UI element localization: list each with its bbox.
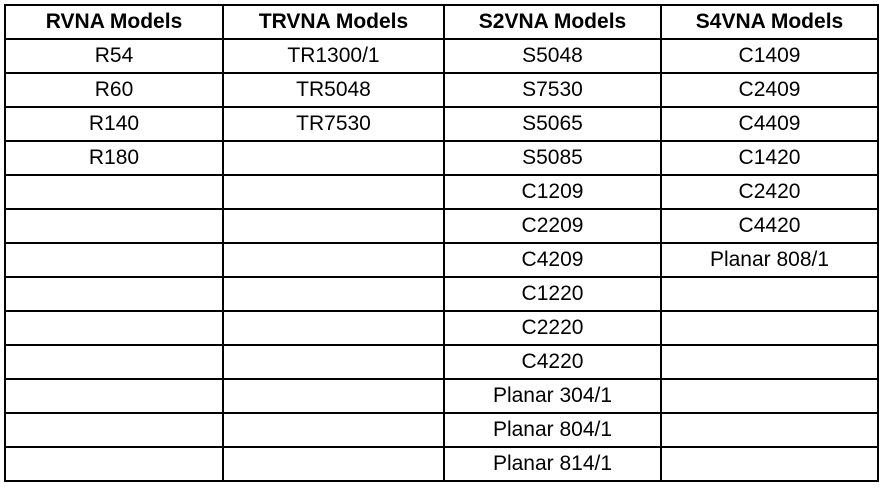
trvna-model-cell: TR5048 (222, 72, 445, 108)
s4vna-model-cell: C1420 (660, 140, 879, 176)
table-row: R140 TR7530 S5065 C4409 (4, 106, 879, 142)
s2vna-model-cell: Planar 814/1 (443, 446, 662, 482)
rvna-model-cell (4, 344, 224, 380)
trvna-model-cell (222, 310, 445, 346)
rvna-model-cell: R60 (4, 72, 224, 108)
header-s2vna-models: S2VNA Models (443, 4, 662, 40)
s2vna-model-cell: Planar 304/1 (443, 378, 662, 414)
s2vna-model-cell: C4209 (443, 242, 662, 278)
rvna-model-cell: R140 (4, 106, 224, 142)
trvna-model-cell: TR1300/1 (222, 38, 445, 74)
rvna-model-cell (4, 276, 224, 312)
trvna-model-cell (222, 140, 445, 176)
rvna-model-cell: R54 (4, 38, 224, 74)
trvna-model-cell (222, 412, 445, 448)
header-rvna-models: RVNA Models (4, 4, 224, 40)
rvna-model-cell (4, 412, 224, 448)
s2vna-model-cell: S5048 (443, 38, 662, 74)
rvna-model-cell (4, 310, 224, 346)
table-row: R180 S5085 C1420 (4, 140, 879, 176)
trvna-model-cell (222, 344, 445, 380)
trvna-model-cell: TR7530 (222, 106, 445, 142)
trvna-model-cell (222, 208, 445, 244)
s4vna-model-cell (660, 412, 879, 448)
table-row: C4220 (4, 344, 879, 380)
trvna-model-cell (222, 378, 445, 414)
s2vna-model-cell: C2220 (443, 310, 662, 346)
s4vna-model-cell (660, 344, 879, 380)
s4vna-model-cell: C2420 (660, 174, 879, 210)
table-row: Planar 814/1 (4, 446, 879, 482)
s2vna-model-cell: S7530 (443, 72, 662, 108)
table-row: Planar 804/1 (4, 412, 879, 448)
header-s4vna-models: S4VNA Models (660, 4, 879, 40)
table-row: C2220 (4, 310, 879, 346)
rvna-model-cell (4, 378, 224, 414)
trvna-model-cell (222, 276, 445, 312)
s4vna-model-cell: C2409 (660, 72, 879, 108)
s2vna-model-cell: S5065 (443, 106, 662, 142)
s4vna-model-cell (660, 378, 879, 414)
models-table: RVNA Models TRVNA Models S2VNA Models S4… (4, 4, 879, 482)
rvna-model-cell (4, 208, 224, 244)
rvna-model-cell (4, 174, 224, 210)
s4vna-model-cell: C4409 (660, 106, 879, 142)
s2vna-model-cell: S5085 (443, 140, 662, 176)
rvna-model-cell: R180 (4, 140, 224, 176)
trvna-model-cell (222, 242, 445, 278)
s4vna-model-cell: C4420 (660, 208, 879, 244)
s4vna-model-cell (660, 310, 879, 346)
s4vna-model-cell: C1409 (660, 38, 879, 74)
table-row: Planar 304/1 (4, 378, 879, 414)
s2vna-model-cell: C1209 (443, 174, 662, 210)
rvna-model-cell (4, 446, 224, 482)
table-row: C4209 Planar 808/1 (4, 242, 879, 278)
s2vna-model-cell: Planar 804/1 (443, 412, 662, 448)
table-header: RVNA Models TRVNA Models S2VNA Models S4… (4, 4, 879, 40)
trvna-model-cell (222, 446, 445, 482)
table-row: R60 TR5048 S7530 C2409 (4, 72, 879, 108)
header-row: RVNA Models TRVNA Models S2VNA Models S4… (4, 4, 879, 40)
rvna-model-cell (4, 242, 224, 278)
table-row: C1209 C2420 (4, 174, 879, 210)
table-row: C2209 C4420 (4, 208, 879, 244)
s4vna-model-cell (660, 276, 879, 312)
s2vna-model-cell: C4220 (443, 344, 662, 380)
s4vna-model-cell (660, 446, 879, 482)
s4vna-model-cell: Planar 808/1 (660, 242, 879, 278)
header-trvna-models: TRVNA Models (222, 4, 445, 40)
s2vna-model-cell: C1220 (443, 276, 662, 312)
table-row: C1220 (4, 276, 879, 312)
s2vna-model-cell: C2209 (443, 208, 662, 244)
trvna-model-cell (222, 174, 445, 210)
table-body: R54 TR1300/1 S5048 C1409 R60 TR5048 S7530 C2409… (4, 38, 879, 482)
table-row: R54 TR1300/1 S5048 C1409 (4, 38, 879, 74)
